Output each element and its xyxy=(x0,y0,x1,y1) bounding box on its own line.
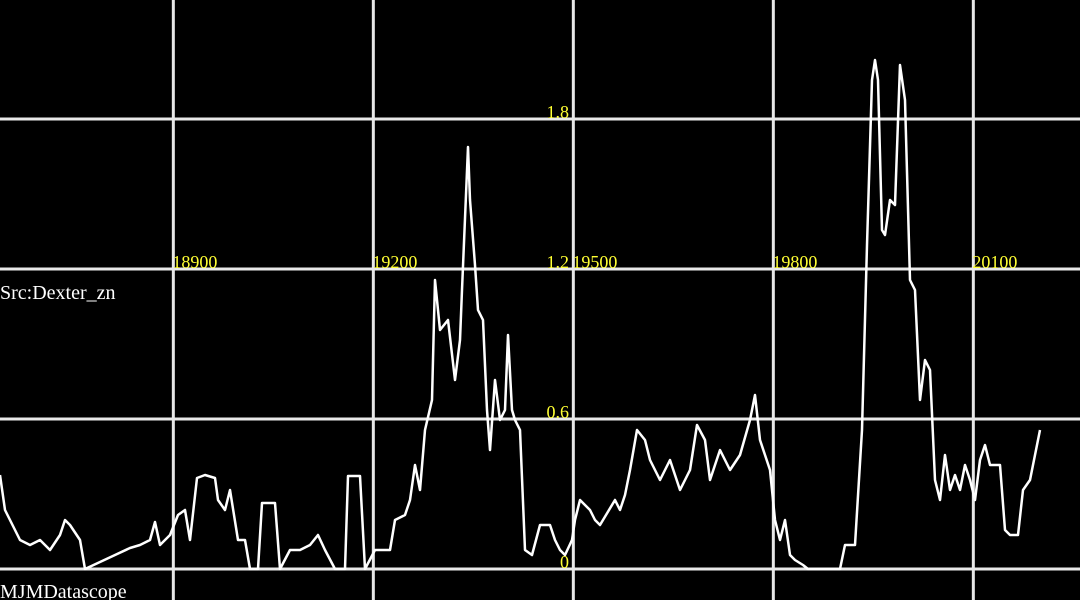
footer-label: MJMDatascope xyxy=(0,581,127,600)
y-tick-label: 0 xyxy=(560,552,569,572)
y-tick-label: 1.2 xyxy=(547,252,570,272)
y-tick-label: 0.6 xyxy=(547,402,570,422)
data-line xyxy=(0,58,1042,571)
x-tick-label: 20100 xyxy=(972,252,1017,272)
x-tick-label: 19200 xyxy=(372,252,417,272)
plot xyxy=(0,58,1042,571)
source-label: Src:Dexter_zn xyxy=(0,282,116,304)
x-tick-label: 19500 xyxy=(572,252,617,272)
y-tick-label: 1.8 xyxy=(547,102,570,122)
x-tick-label: 18900 xyxy=(172,252,217,272)
x-tick-label: 19800 xyxy=(772,252,817,272)
labels: Src:Dexter_zn MJMDatascope 0 0.6 1.2 1.8 189… xyxy=(0,102,1017,600)
